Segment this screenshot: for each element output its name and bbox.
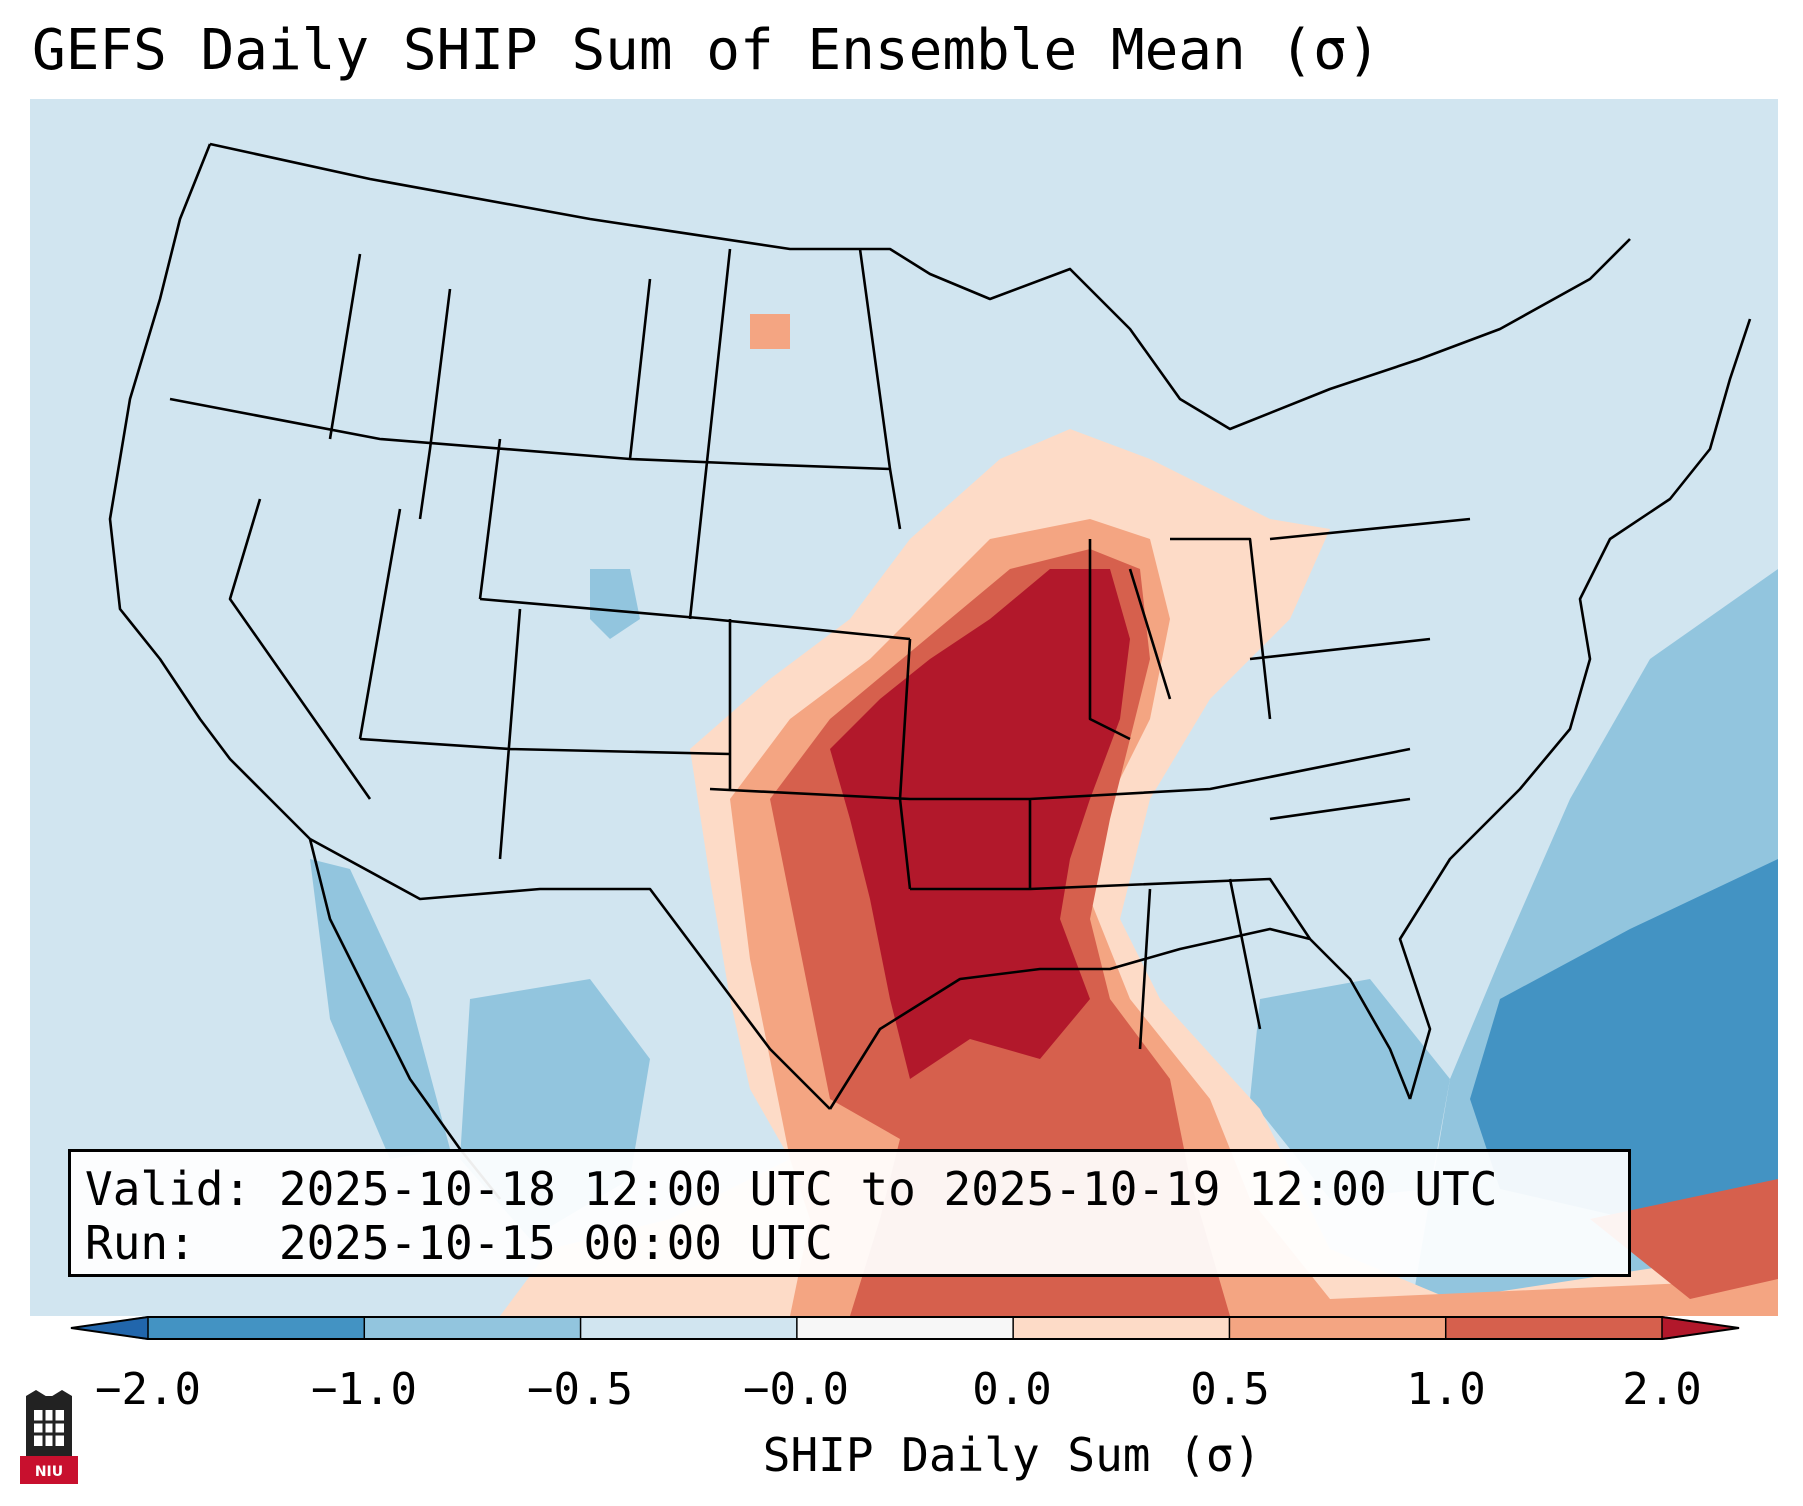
valid-run-info-box: Valid: 2025-10-18 12:00 UTC to 2025-10-1…: [68, 1149, 1631, 1277]
caribbean-positive: [1590, 1179, 1778, 1299]
colorbar-svg: [70, 1316, 1740, 1340]
colorbar-tick-label: −1.0: [311, 1364, 417, 1415]
atlantic-anomaly-strong: [1470, 859, 1778, 1219]
colorbar-bin: [1229, 1316, 1447, 1340]
valid-label: Valid:: [85, 1162, 252, 1216]
run-label: Run:: [85, 1216, 196, 1270]
colorbar-bin: [796, 1316, 1014, 1340]
colorbar-tick-label: 0.0: [972, 1364, 1052, 1415]
logo-text: NIU: [35, 1464, 63, 1480]
colorbar-tick-label: 2.0: [1622, 1364, 1702, 1415]
map-title: GEFS Daily SHIP Sum of Ensemble Mean (σ): [32, 18, 1381, 83]
niu-logo: NIU: [20, 1390, 78, 1484]
colorbar-tick-label: −0.0: [743, 1364, 849, 1415]
colorbar-bin: [580, 1316, 798, 1340]
colorbar-tick-label: 0.5: [1190, 1364, 1270, 1415]
gulf-coast: [828, 927, 1412, 1110]
colorbar-tick-label: −0.5: [527, 1364, 633, 1415]
nd-positive-spot: [750, 314, 790, 349]
colorbar-extend-low: [70, 1316, 148, 1340]
borders: [108, 142, 1752, 1200]
colorbar-extend-high: [1662, 1316, 1740, 1340]
colorbar-bin: [1013, 1316, 1230, 1340]
state-lines: [169, 248, 1471, 1050]
run-time: 2025-10-15 00:00 UTC: [278, 1216, 833, 1270]
gulf-anomaly-light: [1250, 979, 1450, 1199]
map-panel: [30, 99, 1778, 1316]
valid-time: 2025-10-18 12:00 UTC to 2025-10-19 12:00…: [278, 1162, 1498, 1216]
colorbar-bin: [148, 1316, 365, 1340]
atlantic-coast: [1398, 318, 1752, 1100]
us-canada-border: [209, 142, 1631, 431]
colorbar-bin: [1445, 1316, 1663, 1340]
colorbar-label: SHIP Daily Sum (σ): [762, 1428, 1262, 1482]
colorbar: [70, 1316, 1750, 1340]
colorbar-bin: [364, 1316, 582, 1340]
colorado-anomaly-light: [590, 569, 640, 639]
pacific-coast: [108, 143, 311, 840]
colorbar-tick-label: 1.0: [1406, 1364, 1486, 1415]
colorbar-tick-label: −2.0: [95, 1364, 201, 1415]
map-canvas: [30, 99, 1778, 1316]
positive-anomaly-max: [830, 569, 1130, 1079]
us-mexico-border: [309, 837, 831, 1110]
